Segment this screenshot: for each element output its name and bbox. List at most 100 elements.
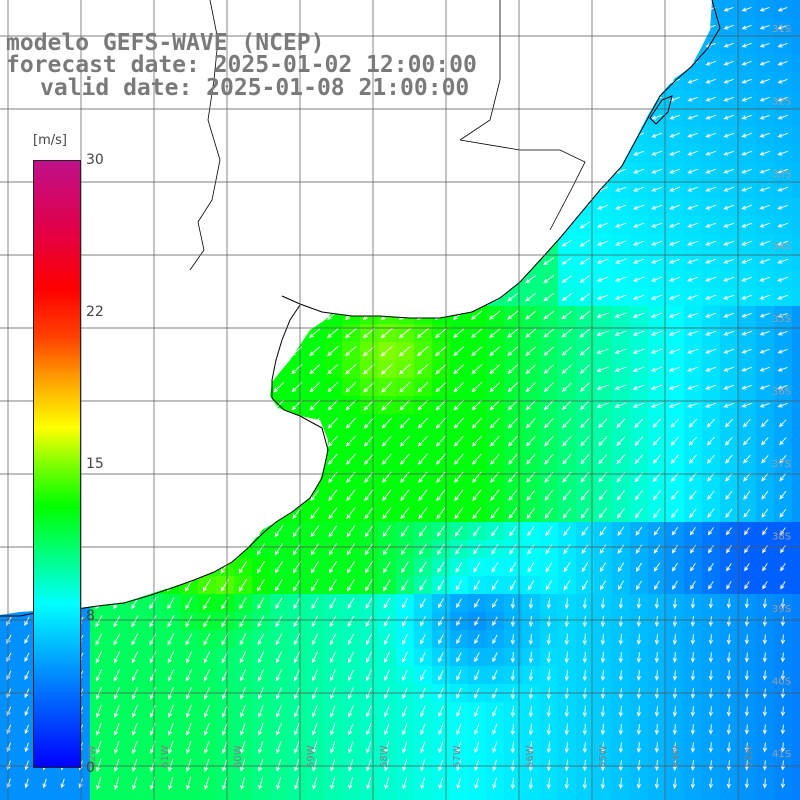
wind-arrow	[580, 436, 590, 447]
wind-arrow	[204, 758, 210, 772]
wind-arrow	[509, 544, 517, 555]
wind-arrow	[778, 419, 787, 428]
wind-arrow	[614, 384, 627, 390]
wind-arrow	[653, 508, 661, 519]
wind-arrow	[579, 257, 590, 265]
wind-arrow	[509, 526, 517, 537]
colorbar-tick-22: 22	[86, 304, 104, 320]
wind-arrow	[149, 722, 156, 736]
wind-arrow	[491, 580, 499, 591]
wind-arrow	[417, 399, 429, 411]
wind-speed-cell	[288, 792, 306, 800]
wind-arrow	[777, 114, 788, 120]
forecast-date: forecast date: 2025-01-02 12:00:00	[6, 52, 477, 78]
wind-arrow	[456, 652, 462, 663]
wind-arrow	[398, 363, 411, 375]
wind-arrow	[707, 545, 714, 554]
wind-arrow	[381, 435, 392, 447]
wind-arrow	[744, 760, 749, 771]
wind-speed-cell	[792, 144, 800, 162]
wind-arrow	[744, 616, 749, 627]
wind-arrow	[453, 328, 465, 338]
wind-arrow	[544, 489, 554, 501]
wind-arrow	[759, 114, 770, 120]
wind-arrow	[705, 204, 717, 210]
wind-arrow	[669, 132, 680, 138]
wind-arrow	[687, 366, 699, 372]
wind-arrow	[95, 615, 103, 628]
wind-arrow	[690, 670, 695, 681]
wind-arrow	[723, 114, 734, 120]
wind-arrow	[527, 544, 535, 555]
wind-arrow	[614, 312, 627, 318]
wind-arrow	[708, 580, 714, 590]
wind-arrow	[471, 435, 482, 447]
wind-arrow	[633, 168, 645, 174]
wind-arrow	[274, 525, 284, 538]
wind-arrow	[347, 597, 355, 610]
wind-arrow	[507, 328, 519, 338]
wind-arrow	[96, 740, 102, 754]
wind-arrow	[705, 150, 716, 156]
wind-arrow	[723, 330, 734, 336]
wind-arrow	[95, 722, 102, 736]
wind-arrow	[384, 705, 390, 718]
wind-arrow	[650, 330, 663, 336]
wind-speed-cell	[792, 180, 800, 198]
wind-arrow	[600, 669, 605, 682]
wind-arrow	[293, 633, 301, 646]
wind-speed-cell	[792, 468, 800, 486]
wind-arrow	[651, 240, 663, 246]
wind-arrow	[580, 400, 590, 411]
wind-arrow	[364, 543, 374, 556]
wind-speed-cell	[792, 630, 800, 648]
wind-arrow	[707, 490, 715, 500]
wind-arrow	[596, 204, 609, 210]
wind-arrow	[294, 777, 300, 790]
wind-arrow	[596, 240, 609, 246]
wind-arrow	[633, 186, 645, 192]
wind-arrow	[707, 527, 714, 536]
wind-arrow	[600, 705, 605, 718]
wind-arrow	[742, 418, 751, 428]
wind-arrow	[42, 778, 47, 789]
wind-arrow	[96, 776, 102, 790]
wind-speed-cell	[792, 594, 800, 612]
wind-speed-cell	[738, 792, 756, 800]
latitude-label: 41S	[772, 749, 791, 760]
wind-arrow	[705, 96, 716, 102]
wind-arrow	[741, 96, 752, 102]
wind-arrow	[292, 525, 302, 538]
wind-arrow	[345, 381, 357, 393]
wind-arrow	[596, 366, 609, 372]
wind-arrow	[744, 581, 750, 590]
wind-arrow	[509, 562, 517, 573]
wind-arrow	[131, 651, 139, 664]
wind-arrow	[580, 454, 590, 465]
wind-arrow	[563, 580, 571, 591]
wind-arrow	[310, 561, 319, 574]
wind-arrow	[258, 741, 264, 754]
wind-arrow	[668, 330, 681, 336]
wind-arrow	[579, 239, 590, 247]
wind-arrow	[510, 759, 515, 772]
wind-arrow	[759, 6, 770, 12]
wind-arrow	[328, 561, 337, 574]
wind-arrow	[456, 741, 462, 754]
wind-arrow	[759, 312, 770, 318]
colorbar-tick-15: 15	[86, 456, 104, 472]
wind-arrow	[526, 435, 536, 447]
wind-arrow	[508, 435, 518, 447]
wind-arrow	[131, 669, 139, 682]
wind-arrow	[203, 615, 211, 628]
wind-arrow	[726, 634, 731, 645]
wind-speed-cell	[36, 792, 54, 800]
wind-arrow	[777, 240, 788, 246]
wind-arrow	[690, 724, 695, 735]
wind-arrow	[330, 741, 336, 754]
wind-arrow	[221, 705, 228, 718]
wind-arrow	[779, 473, 787, 482]
wind-arrow	[759, 60, 770, 66]
wind-arrow	[705, 168, 716, 174]
